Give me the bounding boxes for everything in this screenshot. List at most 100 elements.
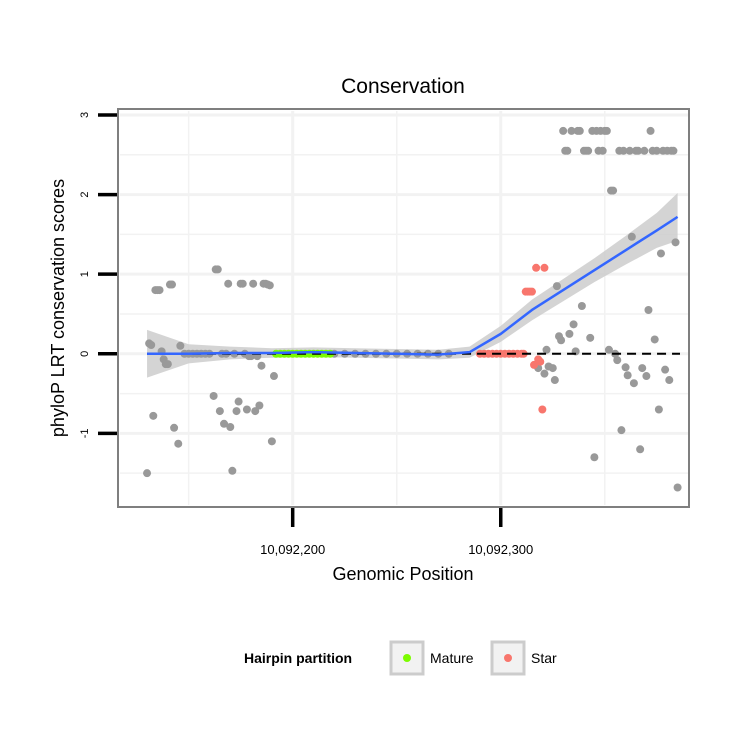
data-point-other (627, 232, 636, 241)
data-point-other (609, 186, 618, 195)
data-point-star (530, 360, 539, 369)
data-point-other (238, 279, 247, 288)
data-point-other (661, 365, 670, 374)
data-point-other (584, 146, 593, 155)
data-point-star (527, 287, 536, 296)
data-point-other (650, 335, 659, 344)
data-point-other (267, 437, 276, 446)
data-point-other (665, 376, 674, 385)
data-point-other (255, 401, 264, 410)
data-point-other (550, 376, 559, 385)
x-tick-label: 10,092,200 (260, 542, 325, 557)
data-point-other (147, 341, 156, 350)
data-point-other (642, 372, 651, 381)
data-point-other (604, 345, 613, 354)
axes-layer: -1 0 1 2 3 10,092,200 10,092,300 (79, 112, 533, 557)
data-point-other (623, 371, 632, 380)
chart-title: Conservation (341, 75, 465, 98)
legend: Hairpin partition Mature Star (244, 640, 557, 676)
data-point-other (155, 286, 164, 295)
data-point-other (226, 422, 235, 431)
data-point-other (652, 146, 661, 155)
data-point-other (552, 282, 561, 291)
y-axis-label: phyloP LRT conservation scores (48, 179, 68, 437)
smooth-trend-line (147, 215, 679, 356)
data-point-star (540, 263, 549, 272)
data-point-other (149, 411, 158, 420)
data-point-other (143, 469, 152, 478)
data-point-other (613, 356, 622, 365)
data-point-other (257, 361, 266, 370)
data-point-other (557, 336, 566, 345)
data-point-other (617, 426, 626, 435)
data-point-other (575, 126, 584, 135)
data-point-other (656, 249, 665, 258)
data-point-other (542, 345, 551, 354)
data-point-other (563, 146, 572, 155)
data-point-other (168, 280, 177, 289)
data-point-other (619, 146, 628, 155)
data-point-other (265, 281, 274, 290)
legend-dot-mature (403, 654, 411, 662)
legend-dot-star (504, 654, 512, 662)
y-tick-label: 1 (79, 271, 91, 277)
data-point-other (671, 238, 680, 247)
y-tick-label: -1 (79, 428, 91, 438)
data-point-other (232, 407, 241, 416)
data-point-other (602, 126, 611, 135)
x-axis-label: Genomic Position (332, 564, 473, 584)
data-point-other (634, 146, 643, 155)
legend-label-mature: Mature (430, 650, 474, 666)
data-point-other (621, 363, 630, 372)
data-point-other (242, 405, 251, 414)
data-point-other (228, 466, 237, 475)
data-point-star (532, 263, 541, 272)
data-point-other (215, 407, 224, 416)
data-point-other (598, 146, 607, 155)
data-point-other (565, 329, 574, 338)
data-point-other (213, 265, 222, 274)
x-tick-label: 10,092,300 (468, 542, 533, 557)
data-point-other (654, 405, 663, 414)
data-point-other (269, 372, 278, 381)
data-point-other (170, 423, 179, 432)
data-point-other (251, 407, 260, 416)
data-point-other (559, 126, 568, 135)
data-point-other (249, 279, 258, 288)
data-point-other (644, 305, 653, 314)
data-point-other (629, 379, 638, 388)
plot-panel (117, 108, 690, 508)
data-point-other (176, 341, 185, 350)
data-point-other (586, 333, 595, 342)
grid-lines (120, 111, 688, 505)
data-point-other (625, 146, 634, 155)
data-point-other (220, 419, 229, 428)
data-point-other (669, 146, 678, 155)
data-point-other (548, 364, 557, 373)
data-point-other (540, 369, 549, 378)
legend-title: Hairpin partition (244, 650, 352, 666)
data-point-star (536, 357, 545, 366)
data-point-other (638, 364, 647, 373)
legend-label-star: Star (531, 650, 557, 666)
data-point-star (538, 405, 547, 414)
data-point-other (174, 439, 183, 448)
data-point-other (646, 126, 655, 135)
data-point-other (577, 302, 586, 311)
data-point-other (590, 453, 599, 462)
y-tick-label: 2 (79, 192, 91, 198)
smooth-line-layer (147, 215, 679, 356)
data-point-other (636, 445, 645, 454)
data-point-other (567, 126, 576, 135)
data-point-other (673, 483, 682, 492)
data-point-other (224, 279, 233, 288)
data-point-other (234, 397, 243, 406)
legend-key-star (490, 640, 526, 676)
data-point-other (209, 391, 218, 400)
data-point-other (640, 146, 649, 155)
data-point-other (163, 360, 172, 369)
data-point-other (569, 320, 578, 329)
y-tick-label: 0 (79, 351, 91, 357)
y-tick-label: 3 (79, 112, 91, 118)
